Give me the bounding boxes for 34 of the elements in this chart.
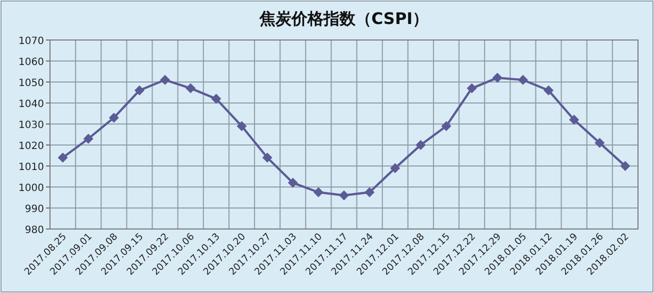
point bbox=[364, 187, 375, 198]
y-tick-label: 1030 bbox=[18, 120, 44, 131]
point bbox=[492, 72, 502, 83]
y-tick-label: 1070 bbox=[18, 36, 44, 47]
point bbox=[211, 94, 222, 104]
point bbox=[160, 74, 170, 85]
y-tick-label: 1000 bbox=[18, 183, 44, 194]
point bbox=[466, 83, 477, 94]
point bbox=[83, 134, 94, 144]
y-tick-label: 1020 bbox=[18, 141, 44, 152]
point bbox=[236, 121, 247, 132]
chart-title: 焦炭价格指数（CSPI） bbox=[258, 9, 429, 28]
y-tick-label: 1040 bbox=[18, 99, 44, 110]
y-tick-label: 1050 bbox=[18, 78, 44, 89]
y-tick-label: 990 bbox=[24, 204, 44, 215]
y-tick-label: 1060 bbox=[18, 57, 44, 68]
point bbox=[518, 74, 528, 85]
point bbox=[186, 83, 196, 94]
point bbox=[620, 161, 630, 171]
point bbox=[262, 152, 272, 163]
point bbox=[594, 138, 605, 148]
point bbox=[416, 140, 426, 150]
y-tick-label: 980 bbox=[24, 225, 44, 236]
point bbox=[108, 112, 119, 123]
y-tick-label: 1010 bbox=[18, 162, 44, 173]
point bbox=[441, 121, 452, 132]
point bbox=[288, 178, 298, 188]
point bbox=[313, 187, 324, 198]
point bbox=[134, 85, 144, 96]
point bbox=[569, 114, 580, 125]
point bbox=[544, 85, 554, 96]
point bbox=[58, 152, 68, 163]
point bbox=[339, 190, 349, 200]
point bbox=[390, 163, 400, 174]
